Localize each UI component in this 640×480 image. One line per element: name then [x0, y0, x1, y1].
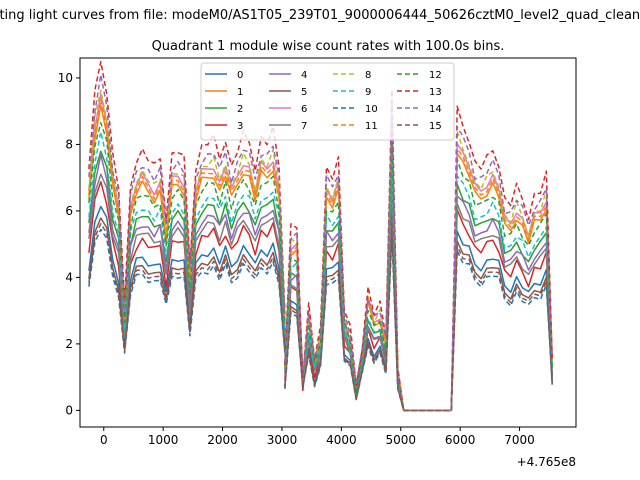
x-tick-label: 1000	[148, 433, 179, 447]
x-tick-label: 2000	[207, 433, 238, 447]
x-tick-label: 0	[100, 433, 108, 447]
legend-label-15: 15	[429, 121, 442, 132]
series-line-12	[88, 122, 286, 324]
x-tick-label: 5000	[385, 433, 416, 447]
legend-label-3: 3	[237, 121, 243, 132]
series-line-4	[450, 195, 553, 411]
figure-suptitle: Plotting light curves from file: modeM0/…	[0, 8, 640, 23]
legend-label-12: 12	[429, 70, 442, 81]
series-line-11	[284, 124, 405, 411]
legend-label-9: 9	[365, 87, 371, 98]
series-group	[88, 60, 553, 412]
series-line-0	[450, 230, 553, 411]
x-offset-label: +4.765e8	[517, 455, 576, 469]
legend-label-10: 10	[365, 104, 378, 115]
chart-title: Quadrant 1 module wise count rates with …	[152, 39, 505, 54]
series-line-10	[450, 250, 553, 411]
series-line-10	[88, 228, 286, 354]
series-line-13	[88, 60, 286, 314]
y-tick-label: 2	[65, 337, 73, 351]
x-tick-label: 3000	[267, 433, 298, 447]
series-line-9	[450, 175, 553, 411]
legend-label-13: 13	[429, 87, 442, 98]
legend-label-0: 0	[237, 70, 243, 81]
x-tick-label: 4000	[326, 433, 357, 447]
series-line-7	[88, 173, 286, 339]
series-line-5	[450, 240, 553, 411]
y-tick-label: 6	[65, 204, 73, 218]
legend-label-5: 5	[301, 87, 307, 98]
y-tick-label: 4	[65, 270, 73, 284]
series-line-8	[88, 89, 286, 322]
x-tick-label: 7000	[504, 433, 535, 447]
series-line-10	[284, 235, 405, 411]
legend-label-14: 14	[429, 104, 442, 115]
x-tick-label: 6000	[445, 433, 476, 447]
series-line-1	[450, 152, 553, 411]
series-line-14	[450, 126, 553, 411]
plot-frame	[79, 57, 577, 428]
legend-label-8: 8	[365, 70, 371, 81]
series-line-2	[450, 183, 553, 411]
series-line-3	[450, 208, 553, 411]
series-line-7	[450, 202, 553, 411]
y-tick-label: 10	[58, 71, 73, 85]
series-line-8	[450, 130, 553, 411]
series-line-14	[88, 74, 286, 315]
legend-label-7: 7	[301, 121, 307, 132]
series-line-12	[450, 158, 553, 411]
series-line-14	[284, 101, 405, 411]
y-tick-label: 0	[65, 403, 73, 417]
legend-label-6: 6	[301, 104, 307, 115]
legend-label-4: 4	[301, 70, 307, 81]
series-line-15	[450, 245, 553, 411]
series-line-15	[88, 222, 286, 353]
legend-label-11: 11	[365, 121, 378, 132]
series-line-13	[450, 105, 553, 411]
legend-box	[200, 62, 455, 141]
legend-label-2: 2	[237, 104, 243, 115]
series-line-15	[284, 230, 405, 411]
series-line-11	[450, 147, 553, 411]
legend-label-1: 1	[237, 87, 243, 98]
series-line-9	[284, 154, 405, 411]
y-tick-label: 8	[65, 137, 73, 151]
